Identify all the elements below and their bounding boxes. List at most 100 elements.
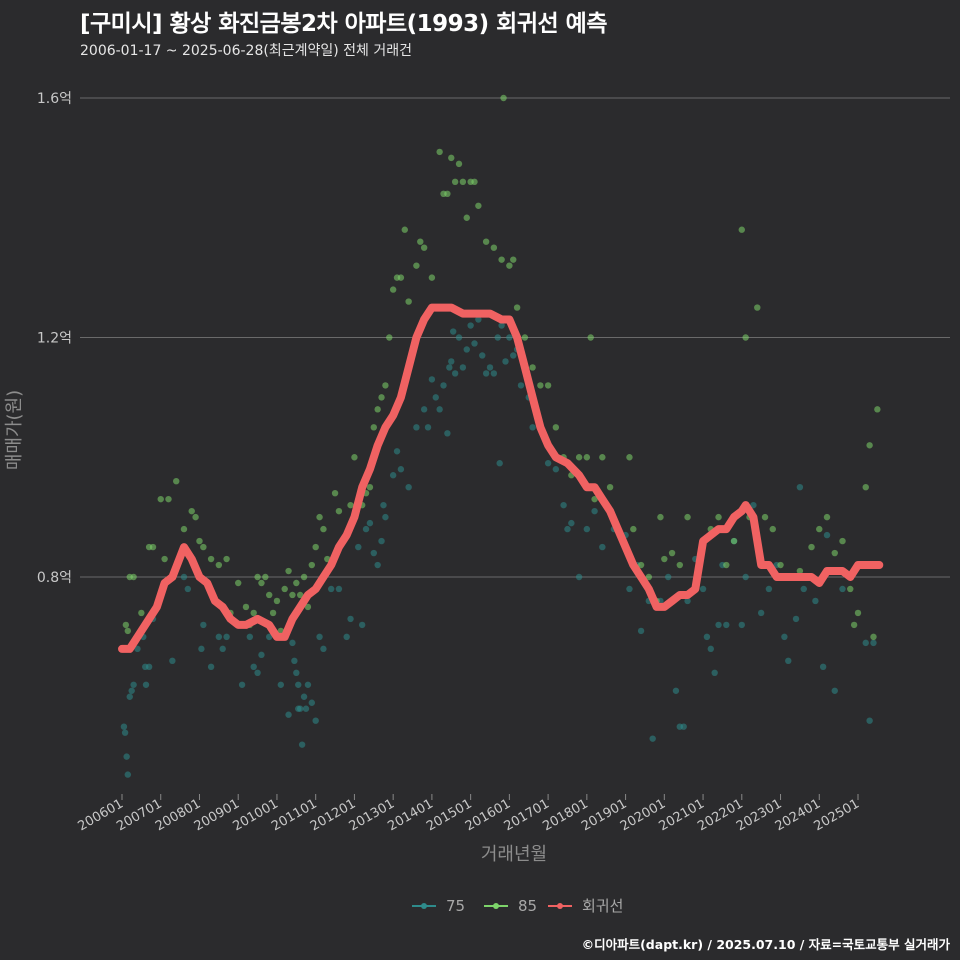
point-series-75 bbox=[496, 460, 503, 467]
point-series-75 bbox=[785, 657, 792, 665]
point-series-85 bbox=[862, 483, 869, 491]
point-series-75 bbox=[370, 549, 377, 557]
point-series-75 bbox=[120, 723, 128, 730]
point-series-85 bbox=[281, 585, 288, 593]
credit-text: ©디아파트(dapt.kr) / 2025.07.10 / 자료=국토교통부 실… bbox=[581, 937, 950, 952]
chart-subtitle: 2006-01-17 ~ 2025-06-28(최근계약일) 전체 거래건 bbox=[80, 43, 412, 59]
point-series-85 bbox=[645, 573, 653, 581]
y-tick-label: 1.6억 bbox=[37, 91, 72, 107]
point-series-85 bbox=[122, 621, 130, 629]
point-series-85 bbox=[544, 382, 552, 389]
point-series-75 bbox=[124, 771, 132, 778]
point-series-75 bbox=[684, 597, 691, 605]
point-series-85 bbox=[591, 495, 598, 503]
point-series-75 bbox=[436, 406, 443, 413]
point-series-75 bbox=[506, 334, 513, 341]
legend-label: 회귀선 bbox=[582, 897, 623, 915]
legend-label: 85 bbox=[518, 897, 537, 915]
point-series-75 bbox=[560, 501, 567, 509]
point-series-85 bbox=[513, 304, 521, 311]
point-series-85 bbox=[676, 561, 684, 569]
point-series-75 bbox=[254, 669, 261, 676]
point-series-85 bbox=[475, 202, 482, 209]
point-series-75 bbox=[765, 585, 773, 593]
point-series-85 bbox=[173, 478, 180, 485]
point-series-85 bbox=[587, 334, 594, 341]
point-series-75 bbox=[358, 621, 366, 629]
point-series-75 bbox=[486, 364, 494, 371]
point-series-75 bbox=[295, 681, 302, 688]
point-series-85 bbox=[296, 591, 304, 599]
point-series-75 bbox=[707, 645, 714, 653]
point-series-75 bbox=[335, 585, 343, 593]
point-series-75 bbox=[440, 382, 447, 389]
point-series-85 bbox=[273, 597, 281, 605]
point-series-75 bbox=[432, 394, 439, 401]
point-series-75 bbox=[498, 322, 505, 329]
point-series-75 bbox=[870, 639, 877, 647]
point-series-75 bbox=[215, 633, 223, 641]
point-series-75 bbox=[455, 334, 463, 341]
point-series-75 bbox=[564, 525, 571, 533]
point-series-85 bbox=[417, 238, 424, 245]
point-series-85 bbox=[335, 507, 343, 515]
point-series-85 bbox=[320, 525, 327, 533]
point-series-85 bbox=[289, 591, 296, 599]
point-series-75 bbox=[819, 663, 827, 671]
point-series-85 bbox=[459, 178, 467, 186]
y-axis-title: 매매가(원) bbox=[4, 390, 25, 470]
point-series-85 bbox=[510, 256, 517, 263]
x-axis-title: 거래년월 bbox=[481, 844, 547, 865]
point-series-75 bbox=[320, 645, 327, 653]
point-series-75 bbox=[308, 699, 316, 706]
point-series-85 bbox=[262, 573, 269, 581]
point-series-85 bbox=[723, 561, 730, 569]
point-series-75 bbox=[312, 717, 319, 724]
point-series-85 bbox=[312, 543, 319, 551]
point-series-75 bbox=[459, 364, 467, 371]
point-series-85 bbox=[370, 424, 377, 431]
point-series-85 bbox=[796, 567, 804, 575]
point-series-75 bbox=[413, 424, 420, 431]
point-series-75 bbox=[575, 573, 583, 581]
point-series-85 bbox=[521, 334, 529, 341]
point-series-75 bbox=[258, 651, 265, 659]
point-series-85 bbox=[401, 226, 408, 233]
point-series-85 bbox=[738, 226, 745, 233]
point-series-75 bbox=[703, 633, 711, 641]
point-series-75 bbox=[380, 501, 387, 509]
point-series-75 bbox=[510, 352, 517, 359]
point-series-85 bbox=[808, 543, 815, 551]
point-series-85 bbox=[471, 178, 478, 186]
point-series-75 bbox=[839, 585, 846, 593]
chart-title: [구미시] 황상 화진금봉2차 아파트(1993) 회귀선 예측 bbox=[80, 11, 607, 37]
scatter-points bbox=[120, 94, 881, 778]
point-series-75 bbox=[128, 687, 135, 694]
point-series-75 bbox=[366, 519, 374, 527]
point-series-75 bbox=[680, 723, 687, 730]
point-series-85 bbox=[200, 543, 207, 551]
point-series-85 bbox=[331, 489, 339, 497]
point-series-75 bbox=[405, 483, 412, 491]
point-series-75 bbox=[126, 693, 133, 700]
point-series-75 bbox=[277, 681, 285, 688]
point-series-75 bbox=[796, 483, 804, 491]
point-series-85 bbox=[351, 454, 358, 461]
point-series-75 bbox=[781, 633, 788, 641]
point-series-75 bbox=[198, 645, 205, 653]
point-series-85 bbox=[285, 567, 292, 575]
point-series-75 bbox=[123, 753, 130, 760]
point-series-75 bbox=[715, 621, 722, 629]
point-series-85 bbox=[455, 160, 463, 168]
point-series-85 bbox=[831, 549, 838, 557]
point-series-85 bbox=[451, 178, 459, 186]
point-series-85 bbox=[529, 364, 536, 371]
point-series-85 bbox=[730, 537, 738, 545]
point-series-75 bbox=[711, 669, 718, 676]
point-series-85 bbox=[761, 513, 769, 521]
point-series-85 bbox=[870, 633, 877, 641]
point-series-75 bbox=[302, 705, 310, 712]
point-series-75 bbox=[812, 597, 819, 605]
point-series-75 bbox=[327, 585, 335, 593]
point-series-85 bbox=[599, 454, 606, 461]
